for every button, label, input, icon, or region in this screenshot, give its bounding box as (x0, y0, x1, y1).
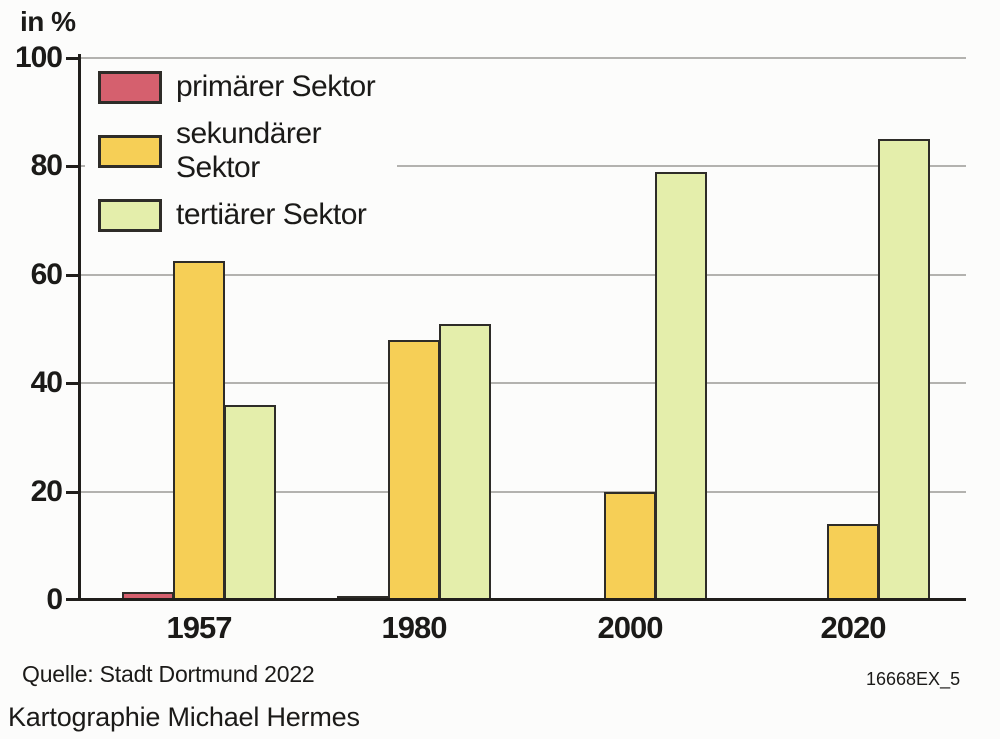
y-axis-tick-100 (66, 57, 81, 60)
legend-item: tertiärer Sektor (98, 198, 397, 232)
gridline-20 (81, 491, 966, 493)
y-axis-tick-80 (66, 165, 81, 168)
bar-1957-series-2 (173, 261, 225, 600)
bar-2020-series-2 (827, 524, 879, 600)
y-axis-tick-60 (66, 274, 81, 277)
legend-item: primärer Sektor (98, 70, 397, 104)
y-axis-label-100: 100 (14, 41, 63, 74)
gridline-80 (81, 165, 966, 167)
gridline-40 (81, 382, 966, 384)
legend-item: sekundärer Sektor (98, 117, 397, 185)
source-note: Quelle: Stadt Dortmund 2022 (22, 661, 315, 687)
bar-2020-series-3 (878, 139, 930, 600)
x-axis-label-2000: 2000 (597, 610, 664, 645)
gridline-60 (81, 274, 966, 276)
legend-label: tertiärer Sektor (176, 198, 367, 231)
y-axis-label-80: 80 (30, 149, 63, 182)
legend-label: sekundärer Sektor (176, 117, 322, 184)
cartography-credit: Kartographie Michael Hermes (8, 702, 360, 732)
figure-id: 16668EX_5 (866, 669, 961, 689)
y-axis-unit-label: in % (20, 6, 76, 37)
bar-1980-series-3 (439, 324, 491, 600)
y-axis-label-0: 0 (46, 583, 63, 616)
y-axis-label-40: 40 (30, 366, 63, 399)
y-axis-label-20: 20 (30, 475, 63, 508)
x-axis-label-1980: 1980 (381, 610, 448, 645)
bar-2000-series-3 (655, 172, 707, 600)
x-axis-line (66, 598, 966, 601)
x-axis-label-1957: 1957 (166, 610, 233, 645)
legend-swatch-icon (98, 70, 162, 104)
bar-2000-series-2 (604, 492, 656, 600)
legend: primärer Sektor sekundärer Sektor tertiäre… (85, 62, 397, 232)
legend-label: primärer Sektor (176, 70, 376, 103)
legend-swatch-icon (98, 198, 162, 232)
legend-swatch-icon (98, 134, 162, 168)
y-axis-tick-40 (66, 382, 81, 385)
y-axis-line (78, 54, 81, 601)
bar-1980-series-2 (388, 340, 440, 600)
gridline-100 (81, 57, 966, 59)
bar-1957-series-3 (224, 405, 276, 600)
y-axis-label-60: 60 (30, 258, 63, 291)
y-axis-tick-20 (66, 491, 81, 494)
x-axis-label-2020: 2020 (820, 610, 887, 645)
